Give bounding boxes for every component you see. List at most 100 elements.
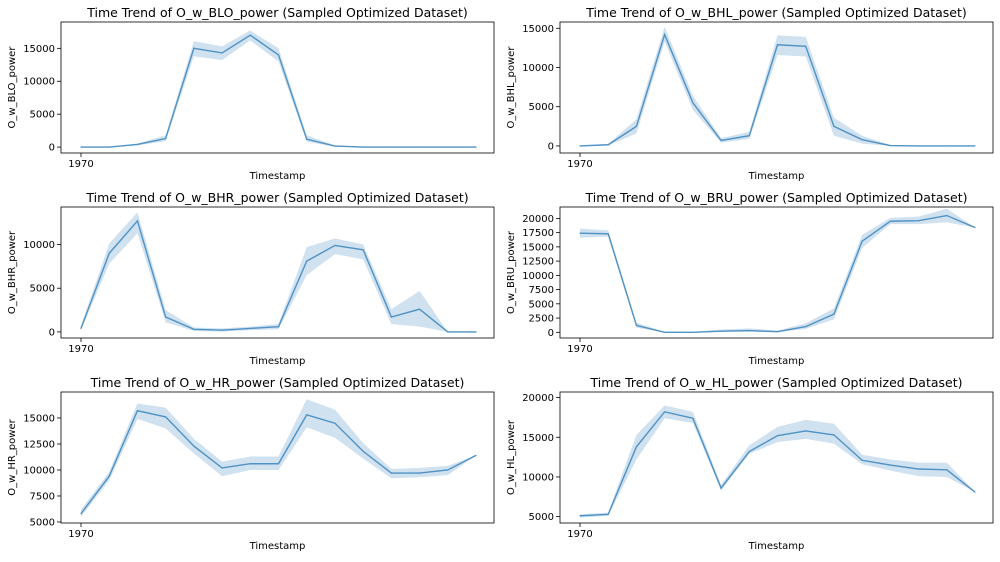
data-point <box>579 232 581 234</box>
data-point <box>579 145 581 147</box>
data-point <box>664 411 666 413</box>
data-point <box>805 45 807 47</box>
y-tick-label: 5000 <box>30 110 55 121</box>
x-axis-label: Timestamp <box>249 171 306 182</box>
y-axis-label: O_w_HL_power <box>506 419 517 495</box>
y-tick-label: 5000 <box>529 299 554 310</box>
data-point <box>249 34 251 36</box>
data-point <box>748 450 750 453</box>
y-tick-label: 0 <box>49 327 55 338</box>
x-tick-label: 1970 <box>68 344 93 355</box>
data-point <box>193 445 195 447</box>
y-tick-label: 10000 <box>522 63 554 74</box>
data-point <box>692 331 694 333</box>
y-tick-label: 15000 <box>23 44 55 55</box>
data-point <box>221 329 223 331</box>
x-tick-label: 1970 <box>68 529 93 540</box>
data-point <box>80 513 82 515</box>
x-axis-label: Timestamp <box>748 541 805 552</box>
subplot-1: 0 5000 10000 15000 1970 Time Trend of O_w_BLO… <box>7 5 495 182</box>
plot-frame <box>559 391 994 524</box>
plot-frame <box>60 391 495 524</box>
data-point <box>720 487 722 489</box>
y-tick-label: 10000 <box>23 240 55 251</box>
data-point <box>277 463 280 465</box>
y-tick-label: 10000 <box>23 77 55 88</box>
y-axis-label: O_w_BHL_power <box>506 46 517 129</box>
y-tick-label: 0 <box>548 328 554 339</box>
data-point <box>889 144 891 147</box>
data-point <box>946 145 948 147</box>
data-point <box>334 422 336 424</box>
chart-title: Time Trend of O_w_HR_power (Sampled Opti… <box>90 375 465 390</box>
data-point <box>362 450 364 452</box>
confidence-band <box>81 30 476 148</box>
data-point <box>277 326 280 328</box>
x-axis-label: Timestamp <box>249 541 306 552</box>
y-tick-label: 17500 <box>522 228 554 239</box>
data-point <box>861 459 863 461</box>
data-point <box>165 316 167 318</box>
data-point <box>664 33 666 36</box>
data-point <box>889 464 891 466</box>
chart-title: Time Trend of O_w_BHL_power (Sampled Opt… <box>585 5 967 20</box>
data-point <box>362 249 364 251</box>
data-point <box>136 220 139 222</box>
data-point <box>635 125 638 127</box>
data-point <box>108 475 110 477</box>
data-point <box>833 434 835 436</box>
data-point <box>136 410 139 412</box>
data-point <box>720 330 722 332</box>
data-point <box>720 139 722 142</box>
confidence-band <box>81 399 476 517</box>
y-tick-label: 0 <box>49 143 55 154</box>
y-tick-label: 5000 <box>30 517 55 528</box>
y-tick-label: 20000 <box>522 214 554 225</box>
data-point <box>805 326 807 328</box>
chart-title: Time Trend of O_w_BHR_power (Sampled Opt… <box>85 190 468 205</box>
data-point <box>861 139 863 141</box>
y-axis-label: O_w_BLO_power <box>7 46 18 129</box>
chart-title: Time Trend of O_w_HL_power (Sampled Opti… <box>590 375 963 390</box>
data-point <box>833 125 835 127</box>
data-point <box>418 308 421 310</box>
data-point <box>334 145 336 147</box>
data-point <box>889 220 891 222</box>
y-tick-label: 15000 <box>23 413 55 424</box>
y-axis-label: O_w_BRU_power <box>506 230 517 314</box>
data-point <box>306 138 308 140</box>
data-point <box>390 472 392 474</box>
data-point <box>447 331 449 333</box>
y-axis-label: O_w_BHR_power <box>7 230 18 314</box>
data-point <box>475 146 477 148</box>
data-point <box>974 145 976 147</box>
subplot-4: 0 2500 5000 7500 10000 12500 15000 17500 20000 19… <box>506 190 994 367</box>
data-point <box>221 467 223 469</box>
data-point <box>776 44 779 46</box>
data-point <box>692 417 694 419</box>
chart-title: Time Trend of O_w_BRU_power (Sampled Opt… <box>584 190 967 205</box>
data-point <box>80 327 82 329</box>
data-point <box>108 146 110 148</box>
plot-frame <box>60 21 495 154</box>
subplot-3: 0 5000 10000 1970 Time Trend of O_w_BHR_powe… <box>7 190 495 367</box>
x-axis-label: Timestamp <box>249 356 306 367</box>
y-tick-label: 7500 <box>30 491 55 502</box>
data-point <box>390 146 392 148</box>
data-point <box>946 214 948 217</box>
y-tick-label: 12500 <box>23 439 55 450</box>
subplot-5: 5000 7500 10000 12500 15000 1970 Time Trend of… <box>7 375 495 552</box>
data-point <box>692 102 694 104</box>
data-point <box>776 331 779 333</box>
data-point <box>193 47 195 49</box>
data-point <box>607 513 609 515</box>
data-point <box>108 252 110 254</box>
x-tick-label: 1970 <box>567 344 592 355</box>
confidence-band <box>580 208 975 333</box>
plot-frame <box>559 206 994 339</box>
data-point <box>664 331 666 333</box>
plot-frame <box>559 21 994 154</box>
plot-frame <box>60 206 495 339</box>
